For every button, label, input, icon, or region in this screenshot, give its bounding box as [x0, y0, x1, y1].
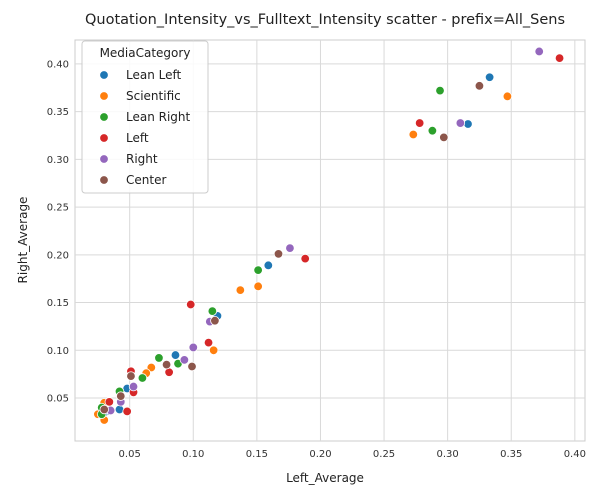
- point-center: [116, 391, 126, 401]
- y-tick-label: 0.15: [47, 298, 69, 309]
- point-center: [210, 316, 220, 326]
- y-tick-label: 0.25: [47, 203, 69, 214]
- legend: MediaCategory Lean Left Scientific Lean Ri…: [81, 40, 209, 194]
- point-left: [300, 253, 310, 264]
- x-tick-label: 0.40: [564, 449, 586, 460]
- legend-box: [81, 40, 209, 194]
- y-tick-label: 0.30: [47, 155, 69, 166]
- x-tick-label: 0.10: [182, 449, 204, 460]
- x-tick-label: 0.05: [119, 449, 141, 460]
- point-lean-right: [154, 353, 164, 363]
- point-left: [122, 406, 132, 417]
- point-lean-right: [137, 373, 148, 383]
- point-lean-right: [253, 265, 263, 275]
- point-center: [126, 371, 136, 381]
- legend-label-scientific: Scientific: [126, 89, 181, 103]
- point-scientific: [502, 91, 513, 102]
- legend-marker-right: [99, 154, 109, 164]
- legend-label-left: Left: [126, 131, 149, 145]
- legend-title: MediaCategory: [100, 46, 191, 60]
- x-tick-label: 0.30: [437, 449, 459, 460]
- point-center: [474, 81, 485, 91]
- point-right: [128, 381, 139, 392]
- point-lean-left: [484, 72, 495, 82]
- point-left: [203, 337, 214, 348]
- legend-label-right: Right: [126, 152, 158, 166]
- x-tick-label: 0.35: [500, 449, 522, 460]
- data-points: [93, 46, 565, 425]
- point-scientific: [253, 281, 263, 292]
- point-left: [104, 397, 115, 407]
- point-right: [179, 355, 190, 365]
- point-right: [285, 243, 295, 253]
- point-lean-right: [207, 306, 218, 316]
- point-right: [188, 342, 198, 353]
- point-lean-left: [170, 350, 181, 360]
- x-tick-label: 0.20: [309, 449, 331, 460]
- point-center: [99, 404, 109, 415]
- point-right: [455, 118, 466, 128]
- legend-marker-center: [99, 175, 109, 185]
- x-tick-labels: 0.05 0.10 0.15 0.20 0.25 0.30 0.35 0.40: [119, 449, 586, 460]
- point-lean-left: [463, 119, 473, 129]
- x-tick-label: 0.15: [246, 449, 268, 460]
- point-right: [534, 46, 544, 57]
- legend-label-lean-left: Lean Left: [126, 68, 182, 82]
- x-axis-label: Left_Average: [286, 471, 364, 485]
- point-left: [554, 53, 565, 63]
- point-lean-left: [114, 404, 125, 415]
- point-left: [186, 299, 196, 310]
- legend-marker-lean-right: [99, 112, 109, 122]
- legend-marker-lean-left: [99, 70, 109, 80]
- legend-marker-left: [99, 133, 109, 143]
- point-center: [439, 132, 449, 143]
- y-axis-label: Right_Average: [16, 197, 30, 284]
- y-tick-label: 0.10: [47, 346, 69, 357]
- point-lean-left: [263, 260, 274, 271]
- legend-label-lean-right: Lean Right: [126, 110, 191, 124]
- point-center: [273, 249, 284, 259]
- y-tick-label: 0.05: [47, 394, 69, 405]
- point-scientific: [235, 285, 246, 295]
- point-lean-right: [435, 85, 445, 96]
- x-tick-label: 0.25: [373, 449, 395, 460]
- point-center: [161, 359, 172, 370]
- point-lean-right: [427, 126, 438, 136]
- y-tick-label: 0.40: [47, 59, 69, 70]
- point-center: [187, 361, 197, 372]
- point-scientific: [208, 345, 219, 355]
- point-scientific: [408, 129, 419, 140]
- y-tick-label: 0.20: [47, 250, 69, 261]
- y-tick-label: 0.35: [47, 107, 69, 118]
- legend-marker-scientific: [99, 91, 109, 101]
- point-left: [414, 118, 425, 128]
- chart-title: Quotation_Intensity_vs_Fulltext_Intensit…: [85, 12, 565, 28]
- legend-label-center: Center: [126, 173, 166, 187]
- y-tick-labels: 0.05 0.10 0.15 0.20 0.25 0.30 0.35 0.40: [47, 59, 69, 404]
